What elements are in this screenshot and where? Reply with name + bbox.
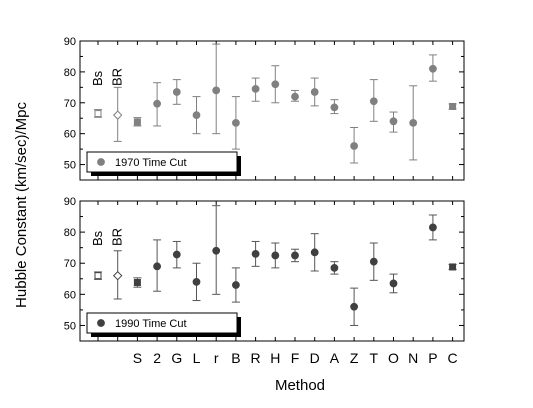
plot-frame	[79, 200, 465, 342]
data-point	[310, 248, 319, 257]
data-point	[291, 251, 299, 260]
data-point	[251, 84, 260, 93]
data-point	[429, 64, 437, 73]
y-tick-label: 50	[64, 320, 76, 332]
annotation-label: Bs	[90, 230, 105, 246]
x-tick-label: P	[428, 350, 437, 366]
data-point	[310, 88, 319, 96]
data-point-square	[449, 263, 457, 271]
data-point	[389, 279, 398, 288]
data-point	[291, 92, 299, 101]
data-point	[271, 251, 280, 260]
y-tick-label: 70	[64, 258, 76, 270]
x-tick-label: 2	[153, 350, 161, 366]
data-point	[369, 97, 378, 106]
data-point-square	[133, 279, 141, 287]
panel-1970: 50 60 70 80 90 Bs BR 1970 Time Cut	[64, 36, 465, 181]
x-tick-label: O	[388, 350, 399, 366]
data-point	[172, 88, 181, 96]
data-point	[330, 263, 339, 272]
data-point	[153, 99, 162, 108]
x-tick-label: R	[251, 350, 261, 366]
data-point	[409, 118, 418, 127]
x-tick-label: H	[270, 350, 280, 366]
legend-label: 1970 Time Cut	[115, 157, 187, 169]
annotation-label: Bs	[90, 70, 105, 86]
data-point-square	[133, 118, 141, 126]
data-point-square	[449, 102, 457, 110]
x-tick-label: N	[408, 350, 418, 366]
data-point	[212, 246, 221, 255]
legend-box	[86, 312, 238, 334]
data-point	[172, 250, 181, 259]
data-point	[232, 281, 240, 289]
x-tick-label: F	[291, 350, 300, 366]
data-point	[389, 117, 398, 126]
data-point	[251, 249, 260, 258]
panel-1990: 50 60 70 80 90 Bs BR 1990 Time Cut	[64, 196, 465, 342]
x-tick-label: Z	[350, 350, 359, 366]
x-tick-label: r	[214, 350, 219, 366]
y-tick-label: 60	[64, 289, 76, 301]
y-tick-label: 50	[64, 160, 76, 172]
y-tick-label: 90	[64, 196, 76, 208]
plot-frame	[79, 40, 465, 181]
data-point	[369, 257, 378, 266]
data-point	[271, 80, 280, 89]
annotation-label: BR	[110, 68, 125, 86]
y-axis-title: Hubble Constant (km/sec)/Mpc	[13, 102, 30, 308]
data-point	[212, 86, 221, 95]
legend-marker	[97, 158, 105, 166]
data-point	[330, 103, 339, 112]
legend-label: 1990 Time Cut	[115, 318, 187, 330]
data-point-diamond-open	[112, 110, 123, 120]
x-axis-title: Method	[275, 377, 325, 394]
legend-box	[86, 151, 238, 173]
x-tick-label: A	[330, 350, 340, 366]
y-tick-label: 90	[64, 36, 76, 48]
data-point-square-open	[94, 110, 102, 118]
y-tick-label: 80	[64, 67, 76, 79]
data-point	[429, 223, 437, 232]
data-point	[232, 118, 240, 127]
x-tick-label: D	[310, 350, 320, 366]
x-tick-label: S	[133, 350, 142, 366]
y-tick-label: 70	[64, 98, 76, 110]
x-tick-label: L	[193, 350, 201, 366]
data-point-diamond-open	[112, 270, 123, 281]
data-point	[192, 277, 201, 286]
y-tick-label: 80	[64, 227, 76, 239]
x-tick-label: G	[171, 350, 182, 366]
legend-marker	[97, 319, 105, 327]
x-tick-label: T	[370, 350, 379, 366]
data-point	[350, 302, 359, 311]
annotation-label: BR	[110, 228, 125, 246]
y-tick-label: 60	[64, 129, 76, 141]
data-point-square-open	[94, 272, 102, 280]
data-point	[153, 262, 162, 271]
x-tick-label: B	[231, 350, 240, 366]
x-tick-label: C	[448, 350, 458, 366]
data-point	[350, 142, 359, 150]
data-point	[192, 111, 201, 120]
